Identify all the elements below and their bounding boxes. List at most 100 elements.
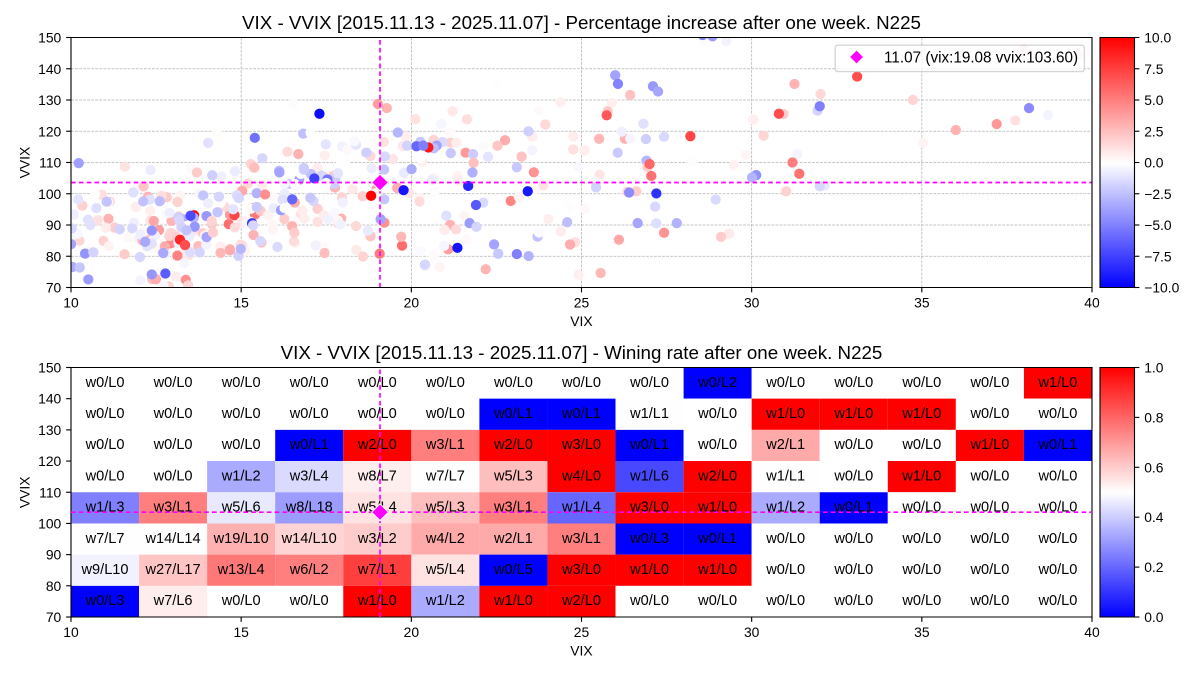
svg-text:w1/L0: w1/L0 [493,593,533,609]
svg-text:w1/L0: w1/L0 [357,593,397,609]
svg-text:120: 120 [38,453,61,469]
svg-text:w0/L0: w0/L0 [153,437,193,453]
svg-text:w1/L0: w1/L0 [901,468,941,484]
svg-text:80: 80 [46,248,62,264]
svg-text:35: 35 [914,294,930,310]
svg-text:w1/L2: w1/L2 [425,593,465,609]
svg-text:10: 10 [63,624,79,640]
svg-text:w1/L1: w1/L1 [765,468,805,484]
svg-text:w6/L2: w6/L2 [289,562,329,578]
svg-text:w7/L6: w7/L6 [153,593,193,609]
svg-text:w0/L0: w0/L0 [969,593,1009,609]
svg-text:w0/L0: w0/L0 [969,531,1009,547]
svg-text:w3/L1: w3/L1 [425,437,465,453]
svg-text:w0/L0: w0/L0 [901,375,941,391]
svg-text:w1/L6: w1/L6 [629,468,669,484]
svg-text:w0/L2: w0/L2 [697,375,737,391]
svg-text:w0/L0: w0/L0 [1038,562,1078,578]
svg-text:w1/L4: w1/L4 [561,500,601,516]
svg-text:0.2: 0.2 [1144,559,1164,575]
svg-text:1.0: 1.0 [1144,360,1164,376]
svg-text:w14/L14: w14/L14 [145,531,201,547]
svg-text:w0/L1: w0/L1 [493,406,533,422]
svg-text:w0/L3: w0/L3 [85,593,125,609]
svg-text:w0/L0: w0/L0 [85,437,125,453]
svg-text:150: 150 [38,30,61,46]
svg-text:w0/L0: w0/L0 [1038,593,1078,609]
svg-text:w0/L0: w0/L0 [1038,500,1078,516]
svg-text:90: 90 [46,217,62,233]
svg-text:w0/L0: w0/L0 [153,406,193,422]
svg-text:w2/L0: w2/L0 [697,468,737,484]
svg-text:0.0: 0.0 [1144,609,1164,625]
svg-text:w2/L1: w2/L1 [765,437,805,453]
svg-text:w0/L0: w0/L0 [833,562,873,578]
svg-text:30: 30 [744,624,760,640]
svg-text:w1/L1: w1/L1 [629,406,669,422]
svg-text:w0/L0: w0/L0 [289,593,329,609]
svg-text:130: 130 [38,92,61,108]
svg-text:25: 25 [574,294,590,310]
svg-text:w0/L0: w0/L0 [901,437,941,453]
svg-text:VIX: VIX [570,313,592,329]
svg-text:w3/L2: w3/L2 [357,531,397,547]
svg-text:w0/L0: w0/L0 [561,375,601,391]
svg-text:70: 70 [46,280,62,296]
svg-text:35: 35 [914,624,930,640]
svg-text:VIX - VVIX [2015.11.13 - 2025.: VIX - VVIX [2015.11.13 - 2025.11.07] - P… [242,12,921,33]
svg-text:2.5: 2.5 [1144,123,1164,139]
svg-text:w1/L3: w1/L3 [85,500,125,516]
svg-text:w0/L0: w0/L0 [697,406,737,422]
svg-text:w0/L0: w0/L0 [85,406,125,422]
svg-text:w1/L0: w1/L0 [629,562,669,578]
svg-text:w7/L1: w7/L1 [357,562,397,578]
svg-text:w1/L2: w1/L2 [221,468,261,484]
svg-text:−7.5: −7.5 [1144,248,1172,264]
svg-text:w7/L7: w7/L7 [85,531,125,547]
svg-text:w3/L1: w3/L1 [153,500,193,516]
svg-text:w0/L0: w0/L0 [221,593,261,609]
svg-text:11.07 (vix:19.08 vvix:103.60): 11.07 (vix:19.08 vvix:103.60) [884,49,1078,66]
svg-text:150: 150 [38,360,61,376]
svg-text:w4/L2: w4/L2 [425,531,465,547]
svg-text:w3/L0: w3/L0 [629,500,669,516]
svg-text:10.0: 10.0 [1144,30,1171,46]
svg-text:110: 110 [39,155,61,171]
svg-text:w0/L1: w0/L1 [289,437,329,453]
svg-text:−2.5: −2.5 [1144,186,1172,202]
svg-text:w0/L0: w0/L0 [153,468,193,484]
svg-text:w0/L0: w0/L0 [493,375,533,391]
svg-text:w0/L0: w0/L0 [425,406,465,422]
svg-text:w2/L0: w2/L0 [357,437,397,453]
svg-text:w3/L1: w3/L1 [561,531,601,547]
svg-text:100: 100 [38,515,61,531]
svg-text:w14/L10: w14/L10 [281,531,337,547]
svg-text:w0/L0: w0/L0 [697,437,737,453]
svg-text:w3/L0: w3/L0 [561,437,601,453]
svg-text:5.0: 5.0 [1144,92,1164,108]
svg-text:w2/L0: w2/L0 [561,593,601,609]
svg-text:w0/L0: w0/L0 [969,500,1009,516]
svg-text:15: 15 [233,624,249,640]
svg-text:7.5: 7.5 [1144,61,1164,77]
svg-text:25: 25 [574,624,590,640]
svg-text:w0/L0: w0/L0 [969,375,1009,391]
svg-text:VIX - VVIX [2015.11.13 - 2025.: VIX - VVIX [2015.11.13 - 2025.11.07] - W… [281,342,883,363]
svg-text:w0/L0: w0/L0 [833,593,873,609]
svg-text:w2/L1: w2/L1 [493,531,533,547]
svg-text:w27/L17: w27/L17 [145,562,201,578]
svg-text:w0/L0: w0/L0 [969,562,1009,578]
svg-text:w2/L0: w2/L0 [493,437,533,453]
svg-text:w0/L0: w0/L0 [901,531,941,547]
svg-text:10: 10 [63,294,79,310]
svg-text:w0/L0: w0/L0 [85,375,125,391]
svg-text:w4/L0: w4/L0 [561,468,601,484]
svg-text:70: 70 [46,609,62,625]
svg-text:w0/L0: w0/L0 [629,375,669,391]
svg-text:w1/L0: w1/L0 [1038,375,1078,391]
svg-text:w0/L1: w0/L1 [833,500,873,516]
svg-text:w7/L7: w7/L7 [425,468,465,484]
svg-text:15: 15 [233,294,249,310]
svg-text:VVIX: VVIX [17,147,33,179]
svg-text:w1/L0: w1/L0 [833,406,873,422]
